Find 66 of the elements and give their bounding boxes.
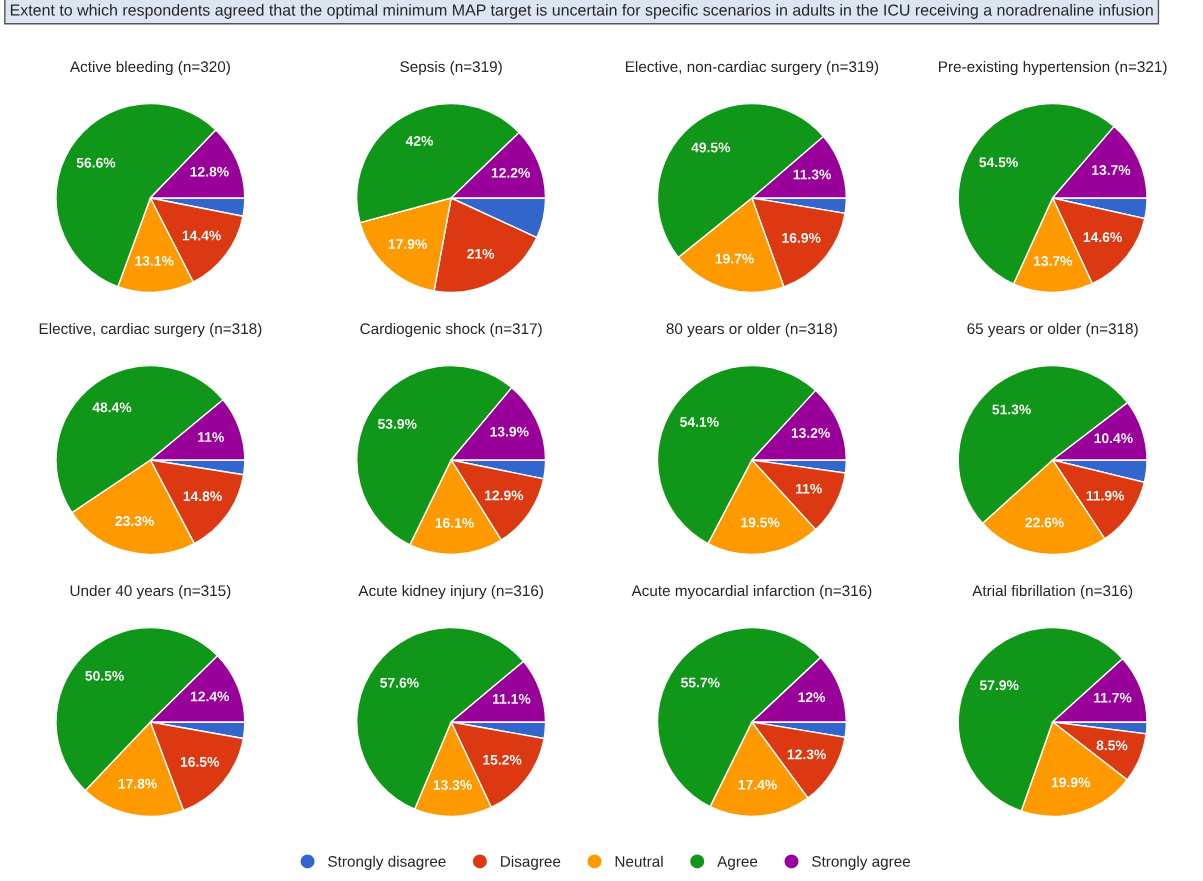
data-label: 11.7% bbox=[1094, 692, 1132, 703]
data-label: 11% bbox=[198, 432, 224, 442]
data-label: 22.6% bbox=[1025, 517, 1064, 528]
data-label: 16.5% bbox=[180, 756, 220, 767]
legend-label: Neutral bbox=[615, 855, 663, 867]
data-label: 19.9% bbox=[1051, 777, 1091, 788]
data-label: 11.3% bbox=[793, 169, 832, 180]
chart-title: Sepsis (n=319) bbox=[400, 60, 502, 76]
data-label: 55.7% bbox=[681, 677, 720, 688]
chart-title: 80 years or older (n=318) bbox=[666, 322, 837, 338]
data-label: 16.1% bbox=[435, 517, 474, 528]
data-label: 50.5% bbox=[85, 670, 124, 681]
data-label: 51.3% bbox=[992, 404, 1031, 415]
data-label: 14.6% bbox=[1083, 232, 1122, 243]
data-label: 17.8% bbox=[118, 778, 157, 789]
chart-title: Elective, cardiac surgery (n=318) bbox=[39, 322, 262, 338]
data-label: 13.7% bbox=[1092, 165, 1131, 175]
legend-label: Agree bbox=[717, 856, 758, 870]
chart-title: Acute myocardial infarction (n=316) bbox=[631, 584, 872, 600]
data-label: 10.4% bbox=[1094, 433, 1133, 444]
chart-title: 65 years or older (n=318) bbox=[967, 322, 1138, 338]
text: Extent to which respondents agreed that the optimal minimum MAP target is uncertain for specific scenarios in adults in the ICU receiving a noradrenaline infusion bbox=[10, 4, 1153, 19]
data-label: 53.9% bbox=[377, 418, 417, 429]
chart-title: Acute kidney injury (n=316) bbox=[358, 584, 543, 600]
data-label: 48.4% bbox=[92, 402, 132, 413]
legend-label: Strongly disagree bbox=[328, 855, 446, 870]
data-label: 23.3% bbox=[115, 516, 154, 526]
data-label: 17.9% bbox=[388, 239, 427, 249]
legend-label: Disagree bbox=[501, 855, 561, 870]
data-label: 17.4% bbox=[738, 779, 777, 790]
data-label: 54.5% bbox=[979, 157, 1018, 168]
data-label: 12% bbox=[798, 692, 826, 703]
data-label: 12.8% bbox=[190, 166, 229, 177]
data-label: 16.9% bbox=[782, 232, 821, 243]
data-label: 13.2% bbox=[791, 428, 830, 438]
chart-title: Active bleeding (n=320) bbox=[69, 60, 230, 76]
data-label: 11.9% bbox=[1086, 490, 1125, 501]
data-label: 12.3% bbox=[787, 749, 826, 760]
data-label: 21% bbox=[467, 248, 495, 259]
chart-title: Cardiogenic shock (n=317) bbox=[360, 322, 542, 338]
data-label: 57.9% bbox=[979, 680, 1019, 691]
data-label: 11% bbox=[796, 483, 822, 494]
chart-title: Atrial fibrillation (n=316) bbox=[972, 584, 1133, 600]
chart-title: Elective, non-cardiac surgery (n=319) bbox=[625, 60, 879, 76]
data-label: 54.1% bbox=[680, 417, 719, 427]
data-label: 12.4% bbox=[190, 691, 230, 702]
chart-title: Pre-existing hypertension (n=321) bbox=[939, 60, 1167, 76]
data-label: 42% bbox=[405, 136, 434, 146]
legend-label: Strongly agree bbox=[812, 855, 911, 870]
chart-title: Under 40 years (n=315) bbox=[70, 584, 231, 600]
data-label: 12.2% bbox=[491, 167, 530, 178]
data-label: 14.4% bbox=[182, 230, 221, 241]
data-label: 19.7% bbox=[715, 253, 754, 264]
data-label: 57.6% bbox=[380, 677, 419, 688]
data-label: 12.9% bbox=[485, 490, 524, 501]
data-label: 56.6% bbox=[76, 157, 116, 168]
data-label: 19.5% bbox=[741, 517, 780, 528]
data-label: 13.7% bbox=[1034, 256, 1073, 266]
data-label: 14.8% bbox=[183, 491, 222, 502]
data-label: 15.2% bbox=[483, 754, 522, 765]
data-label: 13.9% bbox=[490, 426, 529, 437]
data-label: 13.1% bbox=[135, 255, 174, 266]
data-label: 11.1% bbox=[493, 693, 531, 704]
data-label: 8.5% bbox=[1096, 740, 1128, 751]
data-label: 13.3% bbox=[433, 780, 472, 790]
data-label: 49.5% bbox=[691, 142, 731, 153]
